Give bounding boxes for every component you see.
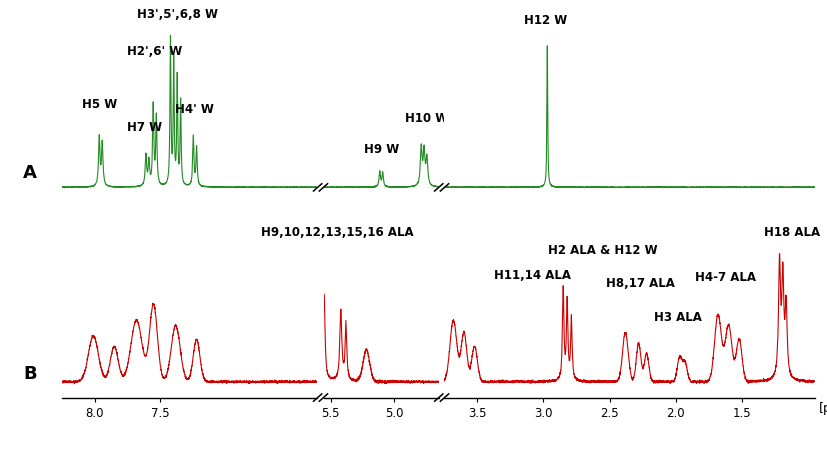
Text: B: B (23, 365, 36, 383)
Text: H5 W: H5 W (83, 98, 117, 111)
Text: H11,14 ALA: H11,14 ALA (495, 270, 571, 282)
Text: H4' W: H4' W (174, 103, 213, 116)
Text: H7 W: H7 W (127, 122, 162, 134)
Text: H12 W: H12 W (524, 14, 567, 27)
Text: H2 ALA & H12 W: H2 ALA & H12 W (548, 244, 657, 257)
Text: H3 ALA: H3 ALA (654, 312, 702, 324)
Text: H2',6' W: H2',6' W (127, 45, 183, 58)
Text: H9,10,12,13,15,16 ALA: H9,10,12,13,15,16 ALA (261, 226, 414, 239)
Text: H4-7 ALA: H4-7 ALA (696, 271, 757, 284)
Text: H3',5',6,8 W: H3',5',6,8 W (136, 8, 218, 21)
Text: A: A (22, 164, 36, 182)
Text: H10 W: H10 W (404, 112, 448, 125)
Text: H8,17 ALA: H8,17 ALA (605, 277, 674, 290)
Text: [ppm]: [ppm] (819, 402, 827, 415)
Text: H18 ALA: H18 ALA (764, 226, 820, 239)
Text: H9 W: H9 W (364, 143, 399, 156)
